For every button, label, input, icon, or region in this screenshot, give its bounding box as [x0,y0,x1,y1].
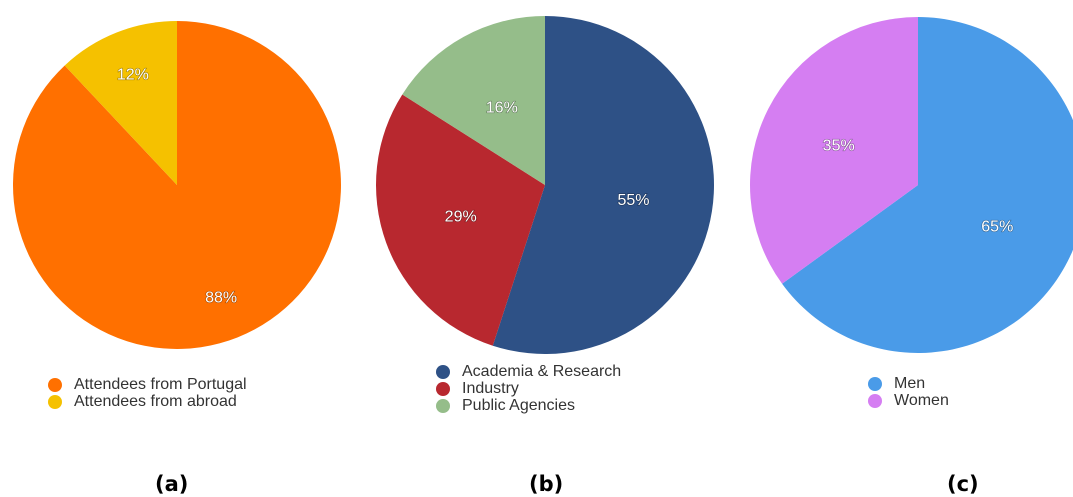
legend-swatch [48,377,62,392]
legend-item: Public Agencies [436,397,621,414]
pie-chart-2: 55% 29% 16% [376,16,714,354]
legend-label: Women [894,392,949,409]
legend-label: Attendees from abroad [74,393,237,410]
slice-percent-label: 65% [981,218,1013,235]
pie-slice [376,94,545,346]
legend-label: Public Agencies [462,397,575,414]
legend-label: Academia & Research [462,363,622,380]
legend-swatch [436,398,450,413]
pie-slice [402,16,545,185]
legend-swatch [436,364,450,379]
legend-swatch [868,393,882,408]
legend-label: Industry [462,380,519,397]
slice-percent-label: 55% [617,192,649,209]
pie-chart-1: 88% 12% [12,21,341,349]
slice-percent-label: 16% [486,100,518,117]
legend-swatch [868,376,882,391]
pie-chart-3: 65% 35% [750,17,1073,353]
legend-c: Men Women [868,375,949,409]
pie-slice [12,21,341,349]
legend-item: Academia & Research [436,363,621,380]
pie-slice [492,16,714,354]
legend-b: Academia & Research Industry Public Agen… [436,363,621,414]
legend-item: Attendees from Portugal [48,376,247,393]
legend-label: Attendees from Portugal [74,376,247,393]
panel-label-c: (c) [947,472,979,496]
legend-item: Women [868,392,949,409]
legend-item: Industry [436,380,621,397]
legend-a: Attendees from Portugal Attendees from a… [48,376,247,410]
slice-percent-label: 29% [445,208,477,225]
slice-percent-label: 35% [823,138,855,155]
panel-label-a: (a) [155,472,189,496]
pie-slice [782,17,1073,353]
panel-label-b: (b) [529,472,564,496]
slice-percent-label: 88% [205,289,237,306]
legend-label: Men [894,375,926,392]
legend-swatch [436,381,450,396]
slice-percent-label: 12% [117,67,149,84]
pie-slice [64,21,177,185]
pie-slice [750,17,918,284]
legend-item: Men [868,375,949,392]
legend-swatch [48,394,62,409]
legend-item: Attendees from abroad [48,393,247,410]
